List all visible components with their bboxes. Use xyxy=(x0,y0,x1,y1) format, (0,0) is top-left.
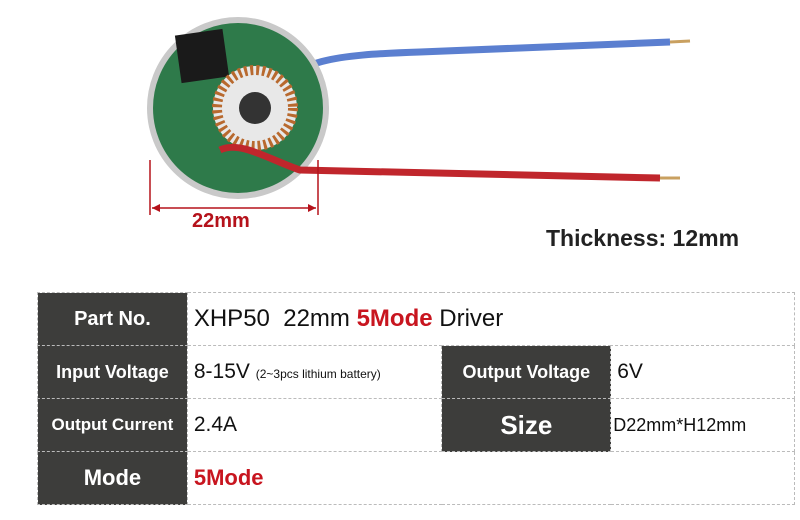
table-row: Output Current 2.4A Size D22mm*H12mm xyxy=(37,398,795,452)
table-row: Part No. XHP50 22mm 5Mode Driver xyxy=(37,292,796,346)
part-no-highlight: 5Mode xyxy=(356,305,433,332)
input-voltage-note: (2~3pcs lithium battery) xyxy=(255,367,381,381)
part-no-value: XHP50 22mm 5Mode Driver xyxy=(186,292,796,346)
size-label: Size xyxy=(441,398,612,452)
spec-table: Part No. XHP50 22mm 5Mode Driver Input V… xyxy=(37,292,796,505)
output-current-value: 2.4A xyxy=(186,398,443,452)
chip xyxy=(174,28,230,84)
part-no-label: Part No. xyxy=(37,292,188,346)
mode-label: Mode xyxy=(37,451,188,505)
diameter-label: 22mm xyxy=(192,210,250,232)
part-no-prefix: XHP50 22mm xyxy=(193,305,357,332)
output-current-label: Output Current xyxy=(37,398,188,452)
thickness-label: Thickness: 12mm xyxy=(546,225,740,251)
output-voltage-value: 6V xyxy=(610,345,795,399)
table-row: Input Voltage 8-15V (2~3pcs lithium batt… xyxy=(37,345,795,399)
red-wire xyxy=(218,143,661,182)
mode-value: 5Mode xyxy=(186,451,796,505)
part-no-suffix: Driver xyxy=(432,305,504,332)
size-value: D22mm*H12mm xyxy=(610,398,795,452)
input-voltage-main: 8-15V xyxy=(193,360,250,383)
output-voltage-label: Output Voltage xyxy=(441,345,612,399)
input-voltage-value: 8-15V (2~3pcs lithium battery) xyxy=(186,345,443,399)
table-row: Mode 5Mode xyxy=(37,451,796,505)
led-driver-board-image xyxy=(147,17,691,215)
input-voltage-label: Input Voltage xyxy=(37,345,188,399)
